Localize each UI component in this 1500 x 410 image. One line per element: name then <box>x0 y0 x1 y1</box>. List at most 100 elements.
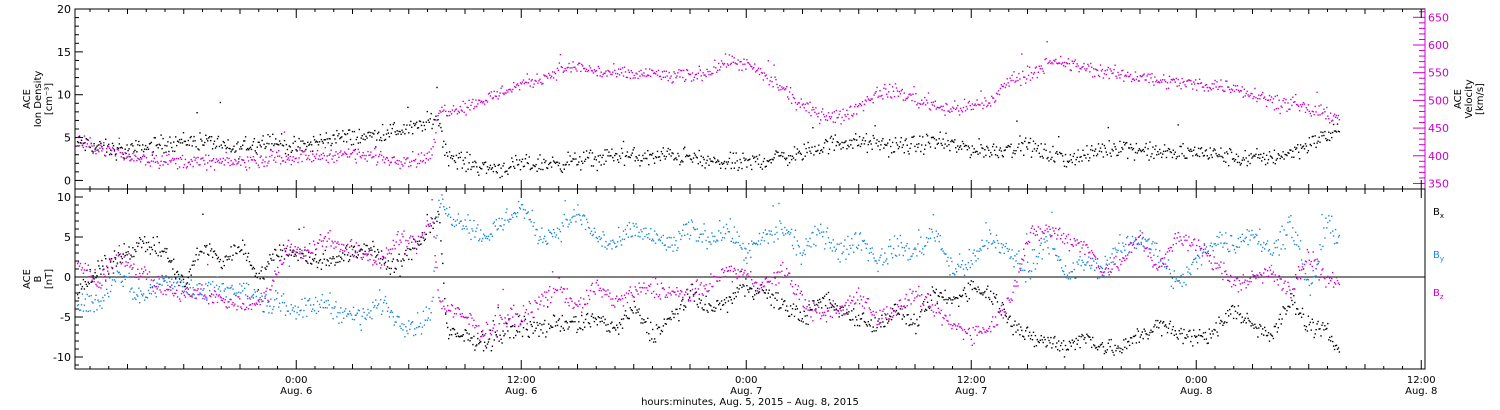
data-point <box>554 162 557 164</box>
data-point <box>1110 155 1112 157</box>
data-point <box>210 250 212 252</box>
data-point <box>581 223 583 226</box>
data-point <box>519 323 522 325</box>
data-point <box>674 313 676 315</box>
data-point <box>456 219 459 221</box>
data-point <box>653 338 656 340</box>
data-point <box>331 158 333 160</box>
data-point <box>1014 153 1016 155</box>
data-point <box>410 249 412 251</box>
data-point <box>924 148 926 150</box>
data-point <box>516 159 518 161</box>
data-point <box>593 158 596 160</box>
y-tick-label: 10 <box>57 89 71 102</box>
data-point <box>771 293 773 295</box>
data-point <box>832 121 834 123</box>
data-point <box>497 228 499 230</box>
data-point <box>537 82 539 84</box>
data-point <box>123 157 125 159</box>
data-point <box>901 146 903 149</box>
data-point <box>1245 322 1247 324</box>
data-point <box>187 162 189 164</box>
data-point <box>861 100 864 103</box>
data-point <box>126 156 128 158</box>
data-point <box>1068 63 1071 65</box>
data-point <box>684 146 686 148</box>
data-point <box>393 271 395 273</box>
data-point <box>330 262 332 264</box>
data-point <box>373 245 375 248</box>
data-point <box>801 104 803 106</box>
data-point <box>254 275 256 277</box>
data-point <box>1053 59 1055 61</box>
data-point <box>1126 141 1128 144</box>
bottom-panel-frame <box>74 188 1426 370</box>
data-point <box>1135 78 1138 81</box>
data-point <box>86 285 88 287</box>
data-point <box>981 102 983 104</box>
data-point <box>418 240 421 242</box>
data-point <box>463 163 465 165</box>
data-point <box>549 327 551 330</box>
data-point <box>83 142 86 144</box>
data-point <box>562 327 564 329</box>
data-point <box>1229 88 1231 91</box>
data-point <box>653 162 656 164</box>
data-point <box>1219 155 1221 157</box>
data-point <box>154 286 156 288</box>
data-point <box>827 291 830 294</box>
data-point <box>244 140 246 142</box>
data-point <box>325 300 327 302</box>
data-point <box>209 136 211 138</box>
data-point <box>1025 82 1027 84</box>
data-point <box>343 317 345 319</box>
data-point <box>357 148 359 151</box>
series-density <box>76 86 1341 179</box>
data-point <box>311 310 313 312</box>
data-point <box>147 241 150 244</box>
data-point <box>237 141 239 143</box>
data-point <box>635 312 637 314</box>
data-point <box>78 291 81 294</box>
data-point <box>642 75 644 77</box>
data-point <box>1263 97 1265 99</box>
data-point <box>902 144 904 146</box>
data-point <box>676 249 678 252</box>
data-point <box>568 62 570 65</box>
data-point <box>375 256 377 258</box>
data-point <box>1131 342 1134 344</box>
data-point <box>186 282 188 284</box>
data-point <box>1267 332 1270 334</box>
data-point <box>744 247 746 249</box>
data-point <box>687 155 690 157</box>
data-point <box>353 245 356 248</box>
data-point <box>157 162 159 164</box>
data-point <box>626 317 629 319</box>
data-point <box>723 160 726 163</box>
data-point <box>371 136 373 138</box>
data-point <box>136 151 138 153</box>
data-point <box>1092 336 1094 339</box>
data-point <box>1152 330 1154 333</box>
data-point <box>1332 123 1335 126</box>
data-point <box>669 317 671 319</box>
data-point <box>197 293 199 296</box>
data-point <box>1016 76 1018 79</box>
data-point <box>429 319 431 321</box>
data-point <box>309 143 311 145</box>
data-point <box>1055 152 1057 154</box>
data-point <box>758 232 761 235</box>
data-point <box>394 161 396 163</box>
data-point <box>994 297 997 299</box>
data-point <box>425 121 427 123</box>
data-point <box>1132 147 1135 150</box>
data-point <box>596 237 598 240</box>
data-point <box>396 159 398 162</box>
data-point <box>1025 137 1027 139</box>
data-point <box>1190 80 1192 82</box>
data-point <box>1044 338 1046 341</box>
data-point <box>1023 336 1025 338</box>
data-point <box>1003 149 1005 152</box>
data-point <box>1153 84 1155 86</box>
data-point <box>232 148 234 150</box>
